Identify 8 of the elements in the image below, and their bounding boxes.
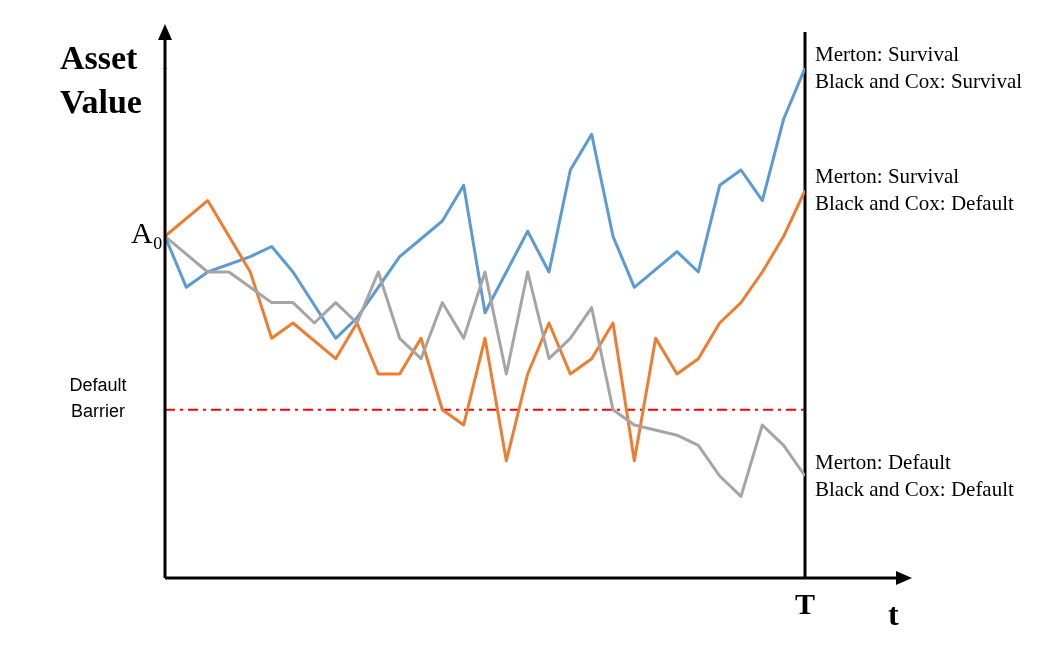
x-axis-title: t (888, 596, 899, 633)
series-label: Merton: Survival Black and Cox: Survival (815, 41, 1023, 95)
series-label: Merton: Survival Black and Cox: Default (815, 163, 1014, 218)
y-axis-title: Asset Value (60, 38, 143, 122)
text: T (794, 587, 816, 620)
ref-line-label: Default Barrier (68, 373, 128, 423)
text: A₀ (130, 216, 163, 251)
series-label: Merton: Default Black and Cox: Default (815, 449, 1014, 503)
